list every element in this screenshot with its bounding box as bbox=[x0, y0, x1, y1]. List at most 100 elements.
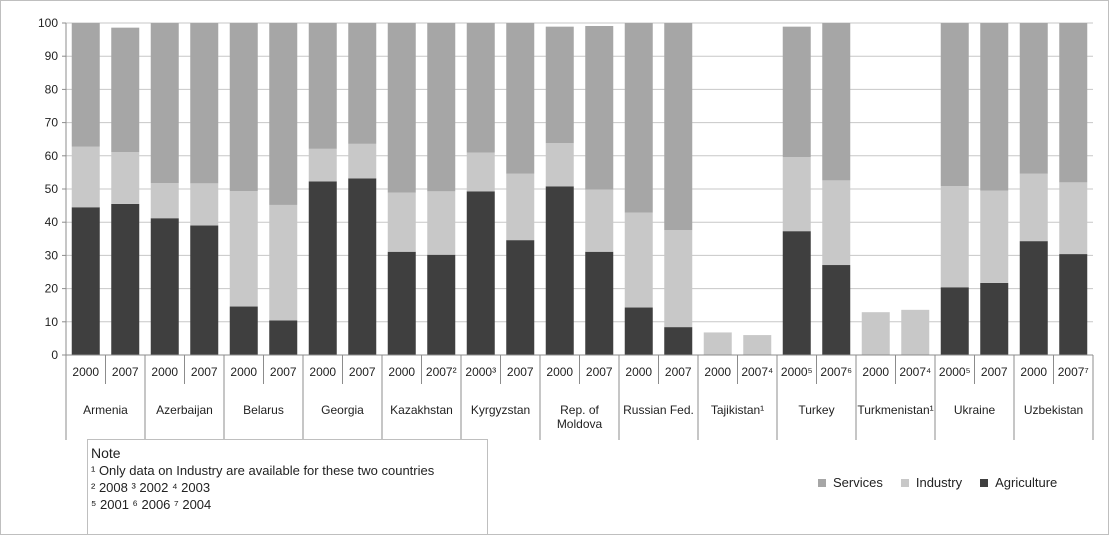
year-label: 2000 bbox=[625, 365, 652, 379]
year-label: 2007 bbox=[507, 365, 534, 379]
year-label: 2000 bbox=[1020, 365, 1047, 379]
year-label: 2007 bbox=[349, 365, 376, 379]
bar-segment-services bbox=[229, 23, 258, 191]
bar-segment-industry bbox=[308, 148, 337, 182]
bar-segment-services bbox=[1019, 23, 1048, 174]
note-line-2: ² 2008 ³ 2002 ⁴ 2003 bbox=[91, 480, 211, 495]
legend-item-industry: Industry bbox=[900, 475, 963, 490]
bar-segment-services bbox=[348, 23, 377, 144]
bar-segment-services bbox=[506, 23, 535, 174]
country-label: Kyrgyzstan bbox=[471, 403, 530, 417]
country-label: Belarus bbox=[243, 403, 284, 417]
bar-segment-services bbox=[664, 23, 693, 231]
legend-label-industry: Industry bbox=[915, 475, 963, 490]
year-label: 2007⁴ bbox=[899, 365, 931, 379]
bar-segment-agriculture bbox=[229, 306, 258, 355]
bar-segment-industry bbox=[427, 191, 456, 255]
y-tick-label: 30 bbox=[45, 248, 59, 262]
bar-segment-industry bbox=[150, 183, 179, 219]
category-axis: 2000 2007 2000 2007 2000 2007 2000 2007 2000 2007… bbox=[65, 354, 1094, 440]
country-label: Uzbekistan bbox=[1024, 403, 1083, 417]
year-label: 2000 bbox=[151, 365, 178, 379]
year-label: 2000 bbox=[72, 365, 99, 379]
year-label: 2007 bbox=[981, 365, 1008, 379]
bar-segment-agriculture bbox=[624, 307, 653, 355]
bar-segment-services bbox=[940, 23, 969, 187]
bar-segment-services bbox=[466, 23, 495, 153]
bar-segment-industry bbox=[1019, 173, 1048, 242]
y-tick-label: 40 bbox=[45, 215, 59, 229]
bar-segment-services bbox=[111, 27, 140, 153]
year-label: 2007 bbox=[191, 365, 218, 379]
year-label: 2007 bbox=[665, 365, 692, 379]
bar-segment-agriculture bbox=[980, 282, 1009, 355]
year-label: 2000⁵ bbox=[939, 365, 971, 379]
year-label: 2000 bbox=[546, 365, 573, 379]
bar-segment-industry bbox=[901, 309, 930, 355]
bar-segment-services bbox=[585, 25, 614, 190]
bar-segment-industry bbox=[545, 143, 574, 187]
note-title: Note bbox=[91, 445, 121, 461]
bar-segment-agriculture bbox=[111, 203, 140, 355]
bar-segment-agriculture bbox=[427, 254, 456, 355]
bar-segment-industry bbox=[387, 192, 416, 252]
bar-segment-services bbox=[427, 23, 456, 192]
bar-segment-services bbox=[624, 23, 653, 213]
bar-segment-agriculture bbox=[1019, 241, 1048, 355]
y-tick-label: 10 bbox=[45, 315, 59, 329]
bar-segment-agriculture bbox=[387, 251, 416, 355]
bar-segment-services bbox=[269, 23, 298, 205]
year-label: 2000 bbox=[230, 365, 257, 379]
year-label: 2000 bbox=[388, 365, 415, 379]
bar-segment-agriculture bbox=[506, 240, 535, 355]
bar-segment-services bbox=[308, 23, 337, 149]
legend-item-services: Services bbox=[818, 475, 883, 490]
bar-segment-agriculture bbox=[150, 218, 179, 355]
country-label: Armenia bbox=[83, 403, 128, 417]
bar-segment-industry bbox=[190, 183, 219, 226]
bar-segment-services bbox=[822, 23, 851, 181]
bar-segment-industry bbox=[1059, 182, 1088, 255]
bar-segment-industry bbox=[111, 152, 140, 204]
bar-segment-agriculture bbox=[71, 207, 100, 355]
year-label: 2007 bbox=[112, 365, 139, 379]
year-label: 2000⁵ bbox=[781, 365, 813, 379]
y-axis: 0 10 20 30 40 50 60 70 80 90 100 bbox=[38, 16, 67, 362]
y-tick-label: 80 bbox=[45, 82, 59, 96]
y-tick-label: 100 bbox=[38, 16, 58, 30]
bar-segment-services bbox=[545, 26, 574, 144]
country-label: Turkey bbox=[798, 403, 834, 417]
bar-segment-agriculture bbox=[664, 327, 693, 355]
bar-segment-agriculture bbox=[308, 181, 337, 355]
bar-segment-industry bbox=[506, 173, 535, 241]
bar-segment-agriculture bbox=[940, 287, 969, 355]
country-label: Russian Fed. bbox=[623, 403, 694, 417]
year-label: 2007⁴ bbox=[741, 365, 773, 379]
country-label: Georgia bbox=[321, 403, 364, 417]
bar-segment-industry bbox=[664, 230, 693, 328]
bar-segment-industry bbox=[466, 152, 495, 192]
country-label: Kazakhstan bbox=[390, 403, 453, 417]
year-label: 2000 bbox=[704, 365, 731, 379]
y-tick-label: 50 bbox=[45, 182, 59, 196]
bar-segment-agriculture bbox=[269, 320, 298, 355]
year-label: 2007 bbox=[586, 365, 613, 379]
country-label: Tajikistan¹ bbox=[711, 403, 764, 417]
bar-segment-agriculture bbox=[466, 191, 495, 355]
bar-segment-industry bbox=[980, 190, 1009, 283]
bar-segment-industry bbox=[861, 312, 890, 355]
year-label: 2007⁶ bbox=[820, 365, 852, 379]
bar-segment-industry bbox=[585, 189, 614, 252]
y-tick-label: 70 bbox=[45, 116, 59, 130]
bar-segment-agriculture bbox=[822, 265, 851, 355]
legend-swatch-industry bbox=[900, 478, 909, 487]
country-label: Moldova bbox=[557, 417, 603, 431]
country-label: Ukraine bbox=[954, 403, 996, 417]
bar-segment-industry bbox=[822, 180, 851, 266]
bar-segment-services bbox=[782, 26, 811, 158]
gridlines bbox=[66, 22, 1093, 323]
note-line-1: ¹ Only data on Industry are available fo… bbox=[91, 463, 435, 478]
bar-segment-industry bbox=[940, 186, 969, 288]
bar-segment-services bbox=[1059, 23, 1088, 183]
